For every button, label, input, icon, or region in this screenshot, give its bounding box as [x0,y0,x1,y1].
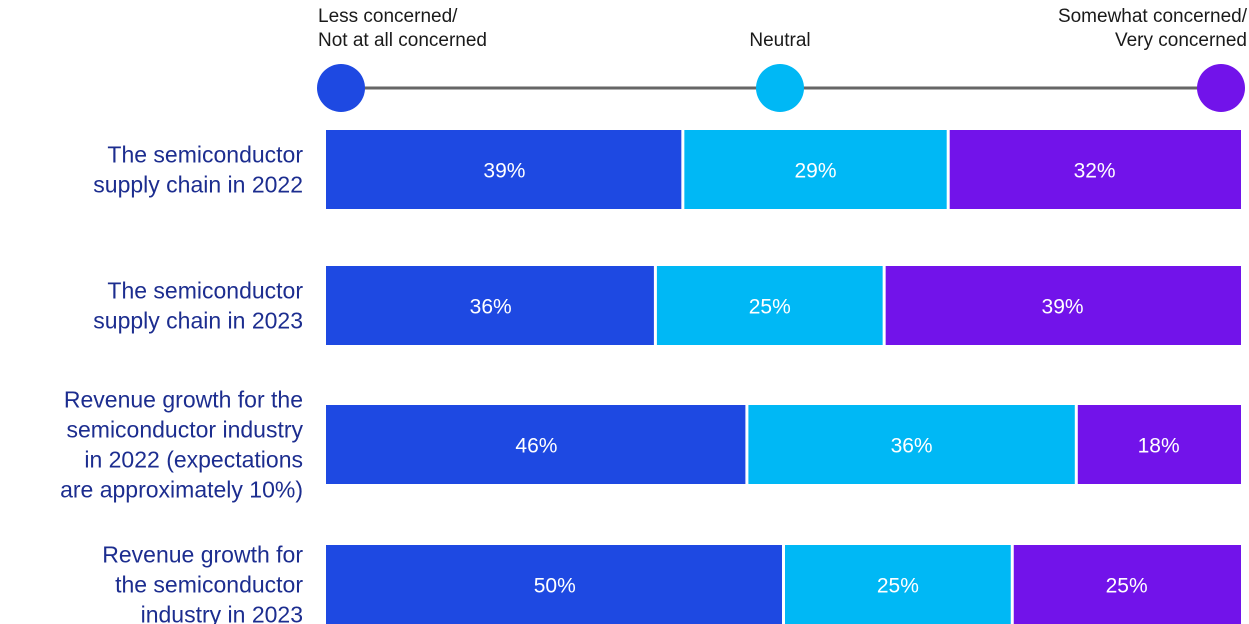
legend-marker-2 [756,64,804,112]
legend-label-2: Neutral [749,30,810,51]
bar-segment-series-3 [948,130,1241,209]
bar-row-3: Revenue growth for the semiconductor indu… [60,387,1241,503]
bars: The semiconductor supply chain in 2022 39%… [60,130,1241,624]
value-label: 25% [749,296,791,319]
bar-segment-series-1 [326,130,683,209]
bar-segment-series-1 [326,545,784,624]
value-label: 25% [1106,575,1148,598]
bar-segment-series-2 [682,130,949,209]
legend: Less concerned/Not at all concerned Neutr… [317,6,1248,112]
bar-segment-series-3 [1012,545,1241,624]
legend-label-1: Less concerned/Not at all concerned [318,6,487,51]
category-label: Revenue growth for the semiconductor indus… [102,542,303,624]
bar-segment-series-2 [746,405,1077,484]
value-label: 50% [534,575,576,598]
value-label: 36% [891,435,933,458]
category-label: The semiconductor supply chain in 2022 [93,142,303,198]
bar-segment-series-3 [1076,405,1241,484]
legend-marker-3 [1197,64,1245,112]
value-label: 36% [470,296,512,319]
bar-row-4: Revenue growth for the semiconductor indus… [102,542,1241,624]
bar-segment-series-3 [884,266,1241,345]
legend-label-3: Somewhat concerned/Very concerned [1058,6,1248,51]
bar-segment-series-1 [326,405,747,484]
bar-row-1: The semiconductor supply chain in 2022 39%… [93,130,1241,209]
value-label: 18% [1138,435,1180,458]
bar-segment-series-2 [655,266,885,345]
value-label: 46% [515,435,557,458]
value-label: 25% [877,575,919,598]
bar-row-2: The semiconductor supply chain in 2023 36%… [93,266,1241,345]
category-label: The semiconductor supply chain in 2023 [93,278,303,334]
value-label: 39% [1042,296,1084,319]
bar-segment-series-2 [783,545,1013,624]
value-label: 39% [483,160,525,183]
value-label: 32% [1074,160,1116,183]
value-label: 29% [795,160,837,183]
category-label: Revenue growth for the semiconductor indu… [60,387,303,503]
bar-segment-series-1 [326,266,656,345]
legend-marker-1 [317,64,365,112]
